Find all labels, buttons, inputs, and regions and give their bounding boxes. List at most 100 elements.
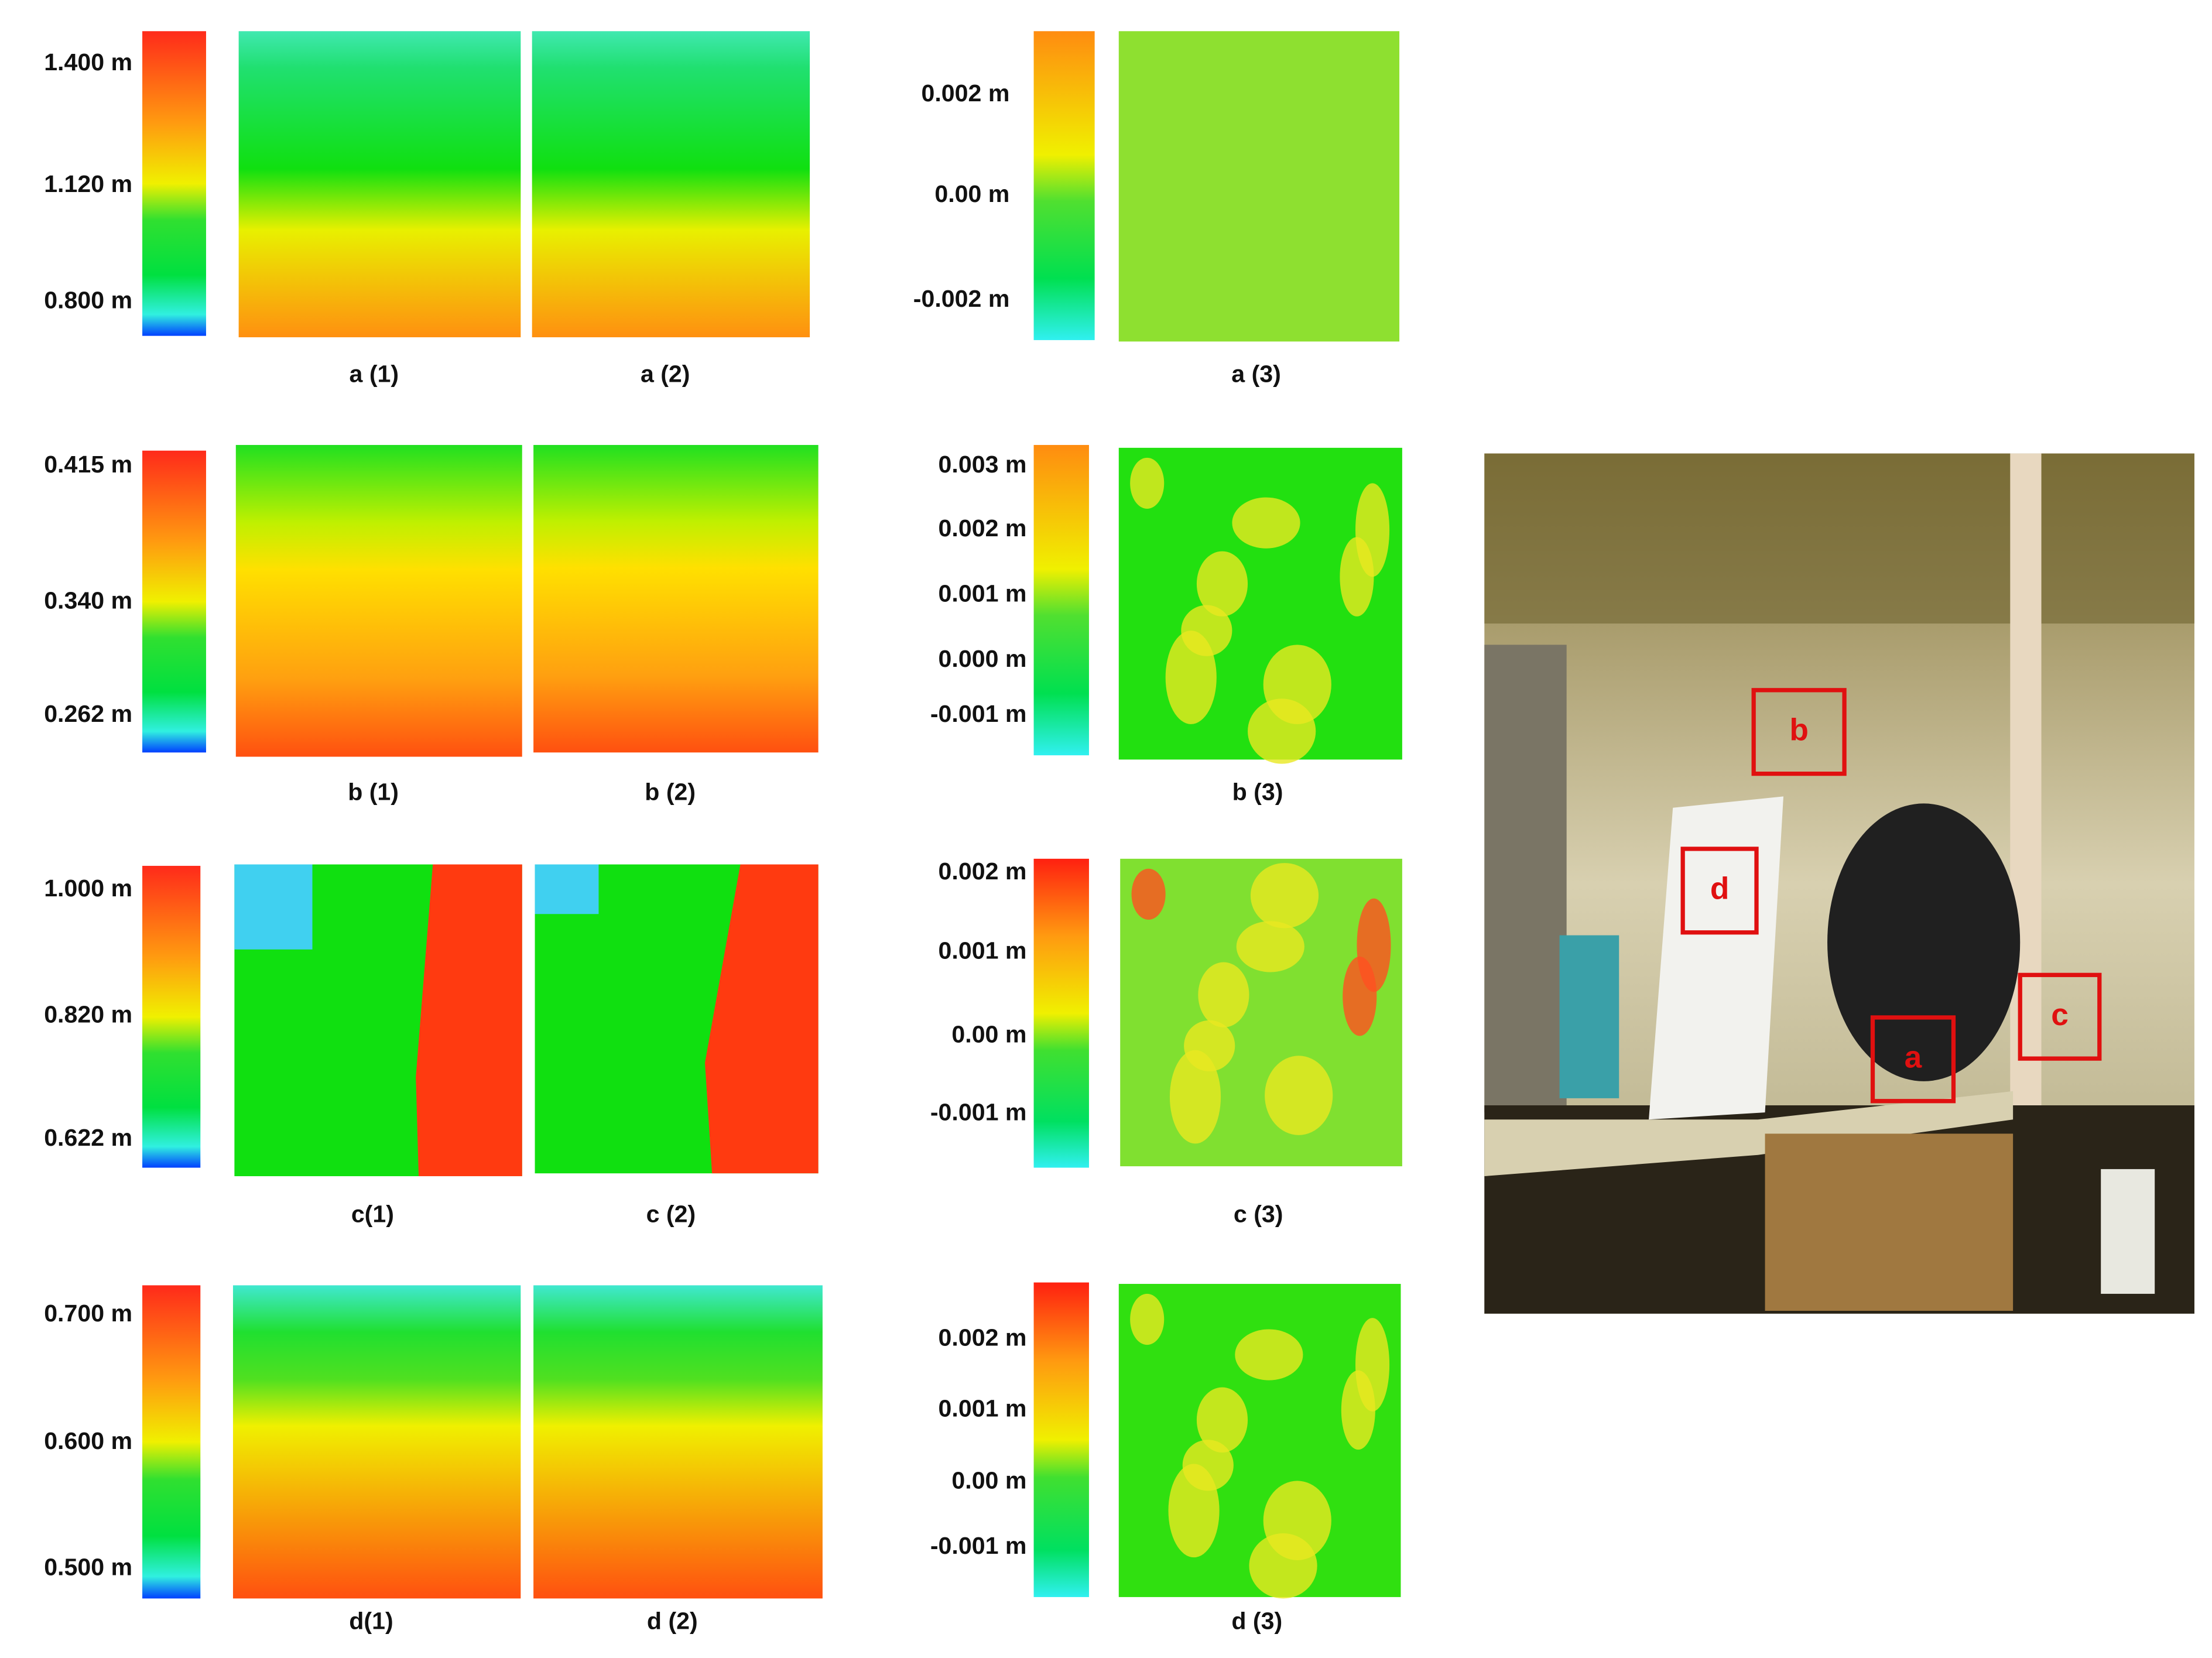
difference-blob xyxy=(1340,537,1374,616)
figure-row: 0.415 m 0.340 m 0.262 m b (1) b (2) 0.003 m 0.… xyxy=(44,445,1402,805)
panel-caption: a (3) xyxy=(1231,360,1281,387)
panel-caption: d(1) xyxy=(349,1607,393,1634)
panel-caption: b (2) xyxy=(645,778,696,805)
difference-blob xyxy=(1236,921,1304,972)
region-marker xyxy=(2018,972,2102,1061)
region-marker xyxy=(1870,1015,1956,1104)
difference-blob xyxy=(1249,1533,1317,1599)
diff-scale-label: -0.002 m xyxy=(913,285,1010,312)
depth-map xyxy=(232,1285,521,1599)
region-marker-label: c xyxy=(2051,998,2069,1032)
depth-scale-label: 0.500 m xyxy=(44,1553,132,1580)
difference-blob xyxy=(1130,457,1165,509)
difference-blob xyxy=(1196,551,1248,616)
diff-scale-label: 0.002 m xyxy=(939,515,1027,542)
photo-cabinet xyxy=(1765,1133,2014,1311)
diff-scale-label: 0.002 m xyxy=(921,80,1009,107)
diff-scale-label: 0.002 m xyxy=(939,1324,1027,1351)
diff-scale-label: -0.001 m xyxy=(930,1532,1027,1559)
panel-caption: c (3) xyxy=(1234,1201,1283,1228)
difference-blob xyxy=(1165,631,1217,724)
depth-colorbar xyxy=(142,450,206,753)
depth-map xyxy=(533,445,819,753)
depth-scale-label: 1.120 m xyxy=(44,170,132,197)
scene-photo: a b c d xyxy=(1484,453,2194,1314)
depth-scale-label: 0.700 m xyxy=(44,1300,132,1327)
panel-caption: c(1) xyxy=(351,1201,394,1228)
difference-blob xyxy=(1250,863,1319,929)
depth-scale-label: 0.262 m xyxy=(44,700,132,727)
near-region xyxy=(416,864,522,1177)
photo-window xyxy=(1484,645,1567,1113)
diff-scale-label: 0.000 m xyxy=(939,645,1027,672)
difference-blob xyxy=(1232,497,1300,549)
depth-map xyxy=(532,31,810,338)
diff-colorbar xyxy=(1033,445,1089,756)
diff-scale-label: 0.003 m xyxy=(939,451,1027,478)
region-marker-label: b xyxy=(1789,712,1809,747)
photo-socket xyxy=(2101,1169,2155,1294)
depth-colorbar xyxy=(142,1285,201,1599)
diff-scale-label: 0.001 m xyxy=(939,580,1027,607)
diff-scale-label: 0.00 m xyxy=(951,1020,1026,1047)
difference-blob xyxy=(1131,868,1166,920)
panel-caption: a (2) xyxy=(641,360,690,387)
region-marker-label: a xyxy=(1905,1040,1922,1074)
depth-colorbar xyxy=(142,865,201,1168)
region-marker xyxy=(1751,688,1847,776)
near-region xyxy=(704,864,819,1174)
figure-row: 0.700 m 0.600 m 0.500 m d(1) d (2) 0.002 m 0.0… xyxy=(44,1282,1401,1634)
difference-blob xyxy=(1343,956,1377,1036)
difference-blob xyxy=(1235,1329,1303,1380)
diff-scale-label: -0.001 m xyxy=(930,1098,1027,1125)
difference-blob xyxy=(1248,698,1316,764)
depth-scale-label: 0.800 m xyxy=(44,286,132,313)
depth-scale-label: 1.000 m xyxy=(44,875,132,902)
diff-colorbar xyxy=(1033,858,1089,1168)
far-region xyxy=(535,864,599,914)
difference-blob xyxy=(1265,1056,1333,1135)
depth-scale-label: 0.622 m xyxy=(44,1124,132,1151)
photo-bottle xyxy=(1559,935,1619,1098)
panel-caption: d (2) xyxy=(647,1607,698,1634)
difference-blob xyxy=(1130,1293,1165,1345)
depth-colorbar xyxy=(142,31,206,336)
depth-scale-label: 0.340 m xyxy=(44,587,132,614)
photo-ceiling xyxy=(1484,453,2194,624)
panel-caption: b (1) xyxy=(348,778,399,805)
difference-blob xyxy=(1341,1370,1375,1450)
figure-row: 1.000 m 0.820 m 0.622 m c(1) c (2) 0.002 m 0.0… xyxy=(44,858,1402,1228)
difference-blob xyxy=(1196,1387,1248,1453)
region-marker-label: d xyxy=(1710,871,1730,906)
panel-caption: d (3) xyxy=(1231,1607,1282,1634)
difference-map xyxy=(1118,31,1400,342)
figure-row: 1.400 m 1.120 m 0.800 m a (1) a (2) 0.002 m 0.… xyxy=(44,31,1400,387)
photo-dish xyxy=(1827,803,2021,1081)
depth-scale-label: 0.600 m xyxy=(44,1427,132,1454)
diff-scale-label: 0.002 m xyxy=(939,858,1027,885)
depth-map xyxy=(533,1285,823,1599)
diff-colorbar xyxy=(1033,1282,1089,1597)
far-region xyxy=(234,864,313,950)
panel-caption: a (1) xyxy=(350,360,399,387)
diff-scale-label: 0.00 m xyxy=(934,180,1009,207)
panel-caption: b (3) xyxy=(1232,778,1283,805)
depth-map xyxy=(235,445,522,757)
photo-table xyxy=(1484,1091,2014,1177)
depth-scale-label: 1.400 m xyxy=(44,49,132,76)
diff-colorbar xyxy=(1033,31,1095,340)
difference-blob xyxy=(1169,1050,1221,1144)
depth-map xyxy=(238,31,521,338)
diff-scale-label: 0.001 m xyxy=(939,937,1027,964)
diff-scale-label: 0.00 m xyxy=(951,1467,1026,1494)
region-marker xyxy=(1680,847,1759,935)
depth-scale-label: 0.415 m xyxy=(44,451,132,478)
panel-caption: c (2) xyxy=(646,1201,696,1228)
diff-scale-label: 0.001 m xyxy=(939,1395,1027,1421)
diff-scale-label: -0.001 m xyxy=(930,700,1027,727)
depth-scale-label: 0.820 m xyxy=(44,1001,132,1027)
difference-blob xyxy=(1198,962,1249,1027)
